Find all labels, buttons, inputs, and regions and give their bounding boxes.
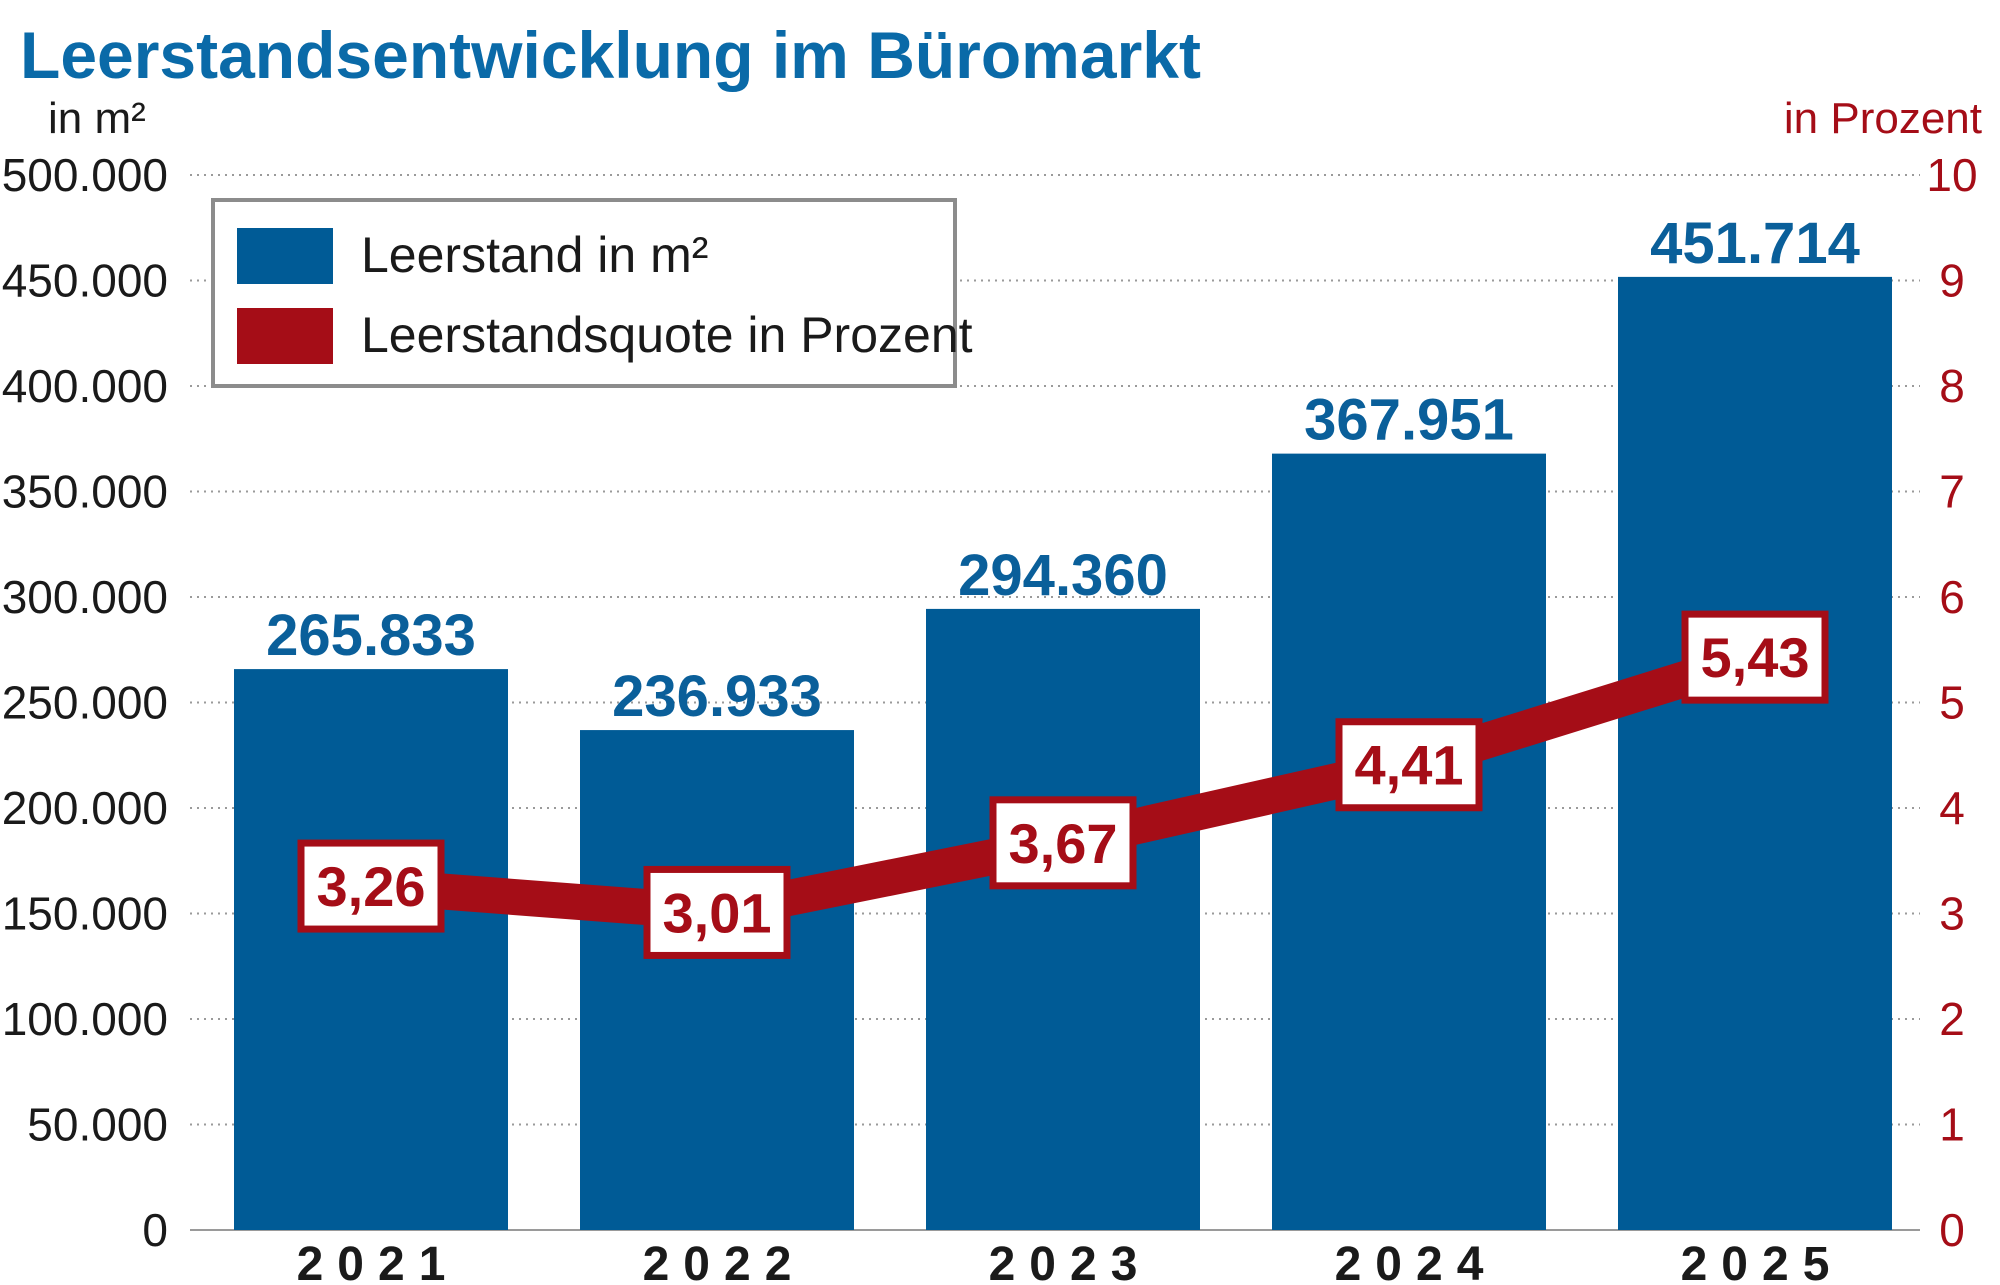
left-tick-label: 300.000 [2, 571, 168, 623]
legend-label-bars: Leerstand in m² [361, 227, 708, 283]
rate-line: 3,26 3,01 3,67 4,41 5,43 [297, 610, 1829, 959]
left-tick-label: 50.000 [27, 1099, 168, 1151]
legend: Leerstand in m² Leerstandsquote in Proze… [211, 198, 973, 388]
left-tick-label: 100.000 [2, 993, 168, 1045]
left-tick-label: 500.000 [2, 149, 168, 201]
rate-point-box [643, 865, 791, 959]
right-axis-unit: in Prozent [1784, 94, 1982, 143]
legend-swatch-bars [237, 228, 333, 284]
bars [234, 276, 1892, 1231]
right-tick-label: 1 [1939, 1099, 1965, 1151]
rate-point-label: 5,43 [1701, 626, 1810, 689]
rate-point-box [1335, 718, 1483, 812]
right-tick-label: 7 [1939, 466, 1965, 518]
left-tick-label: 150.000 [2, 888, 168, 940]
left-tick-label: 250.000 [2, 677, 168, 729]
bar [580, 730, 854, 1230]
left-tick-label: 200.000 [2, 782, 168, 834]
x-category-label: 2024 [1335, 1238, 1498, 1285]
bar [1272, 453, 1546, 1230]
chart-title: Leerstandsentwicklung im Büromarkt [20, 18, 1201, 92]
x-category-label: 2025 [1681, 1238, 1844, 1285]
right-tick-label: 9 [1939, 255, 1965, 307]
left-tick-label: 450.000 [2, 255, 168, 307]
rate-point-box [989, 796, 1137, 890]
bar-value-label: 236.933 [612, 664, 822, 729]
x-category-label: 2021 [297, 1238, 460, 1285]
bar-value-label: 294.360 [958, 543, 1168, 608]
legend-label-line: Leerstandsquote in Prozent [361, 307, 973, 363]
bar-value-label: 451.714 [1650, 211, 1860, 276]
rate-point-label: 3,01 [663, 881, 772, 944]
rate-point-label: 4,41 [1355, 734, 1464, 797]
bar [1618, 276, 1892, 1231]
bar-value-label: 265.833 [266, 603, 476, 668]
legend-swatch-line [237, 308, 333, 364]
left-tick-label: 0 [142, 1204, 168, 1256]
right-tick-label: 5 [1939, 677, 1965, 729]
bar [234, 669, 508, 1230]
right-axis-ticks: 0 1 2 3 4 5 6 7 8 9 10 [1926, 149, 1977, 1256]
legend-frame [211, 198, 957, 388]
x-category-label: 2022 [643, 1238, 806, 1285]
bar [926, 608, 1200, 1230]
right-tick-label: 0 [1939, 1204, 1965, 1256]
left-axis-ticks: 0 50.000 100.000 150.000 200.000 250.000 300.0… [2, 149, 168, 1256]
rate-point-label: 3,26 [317, 855, 426, 918]
right-tick-label: 2 [1939, 993, 1965, 1045]
left-tick-label: 350.000 [2, 466, 168, 518]
right-tick-label: 10 [1926, 149, 1977, 201]
right-tick-label: 4 [1939, 782, 1965, 834]
x-axis-categories: 2021 2022 2023 2024 2025 [297, 1238, 1844, 1285]
rate-point-box [297, 839, 445, 933]
left-axis-unit: in m² [48, 94, 146, 143]
right-tick-label: 3 [1939, 888, 1965, 940]
x-category-label: 2023 [989, 1238, 1152, 1285]
right-tick-label: 8 [1939, 360, 1965, 412]
rate-point-label: 3,67 [1009, 812, 1118, 875]
rate-point-box [1681, 610, 1829, 704]
bar-value-labels: 265.833 236.933 294.360 367.951 451.714 [266, 211, 1860, 729]
left-tick-label: 400.000 [2, 360, 168, 412]
right-tick-label: 6 [1939, 571, 1965, 623]
bar-value-label: 367.951 [1304, 388, 1514, 453]
